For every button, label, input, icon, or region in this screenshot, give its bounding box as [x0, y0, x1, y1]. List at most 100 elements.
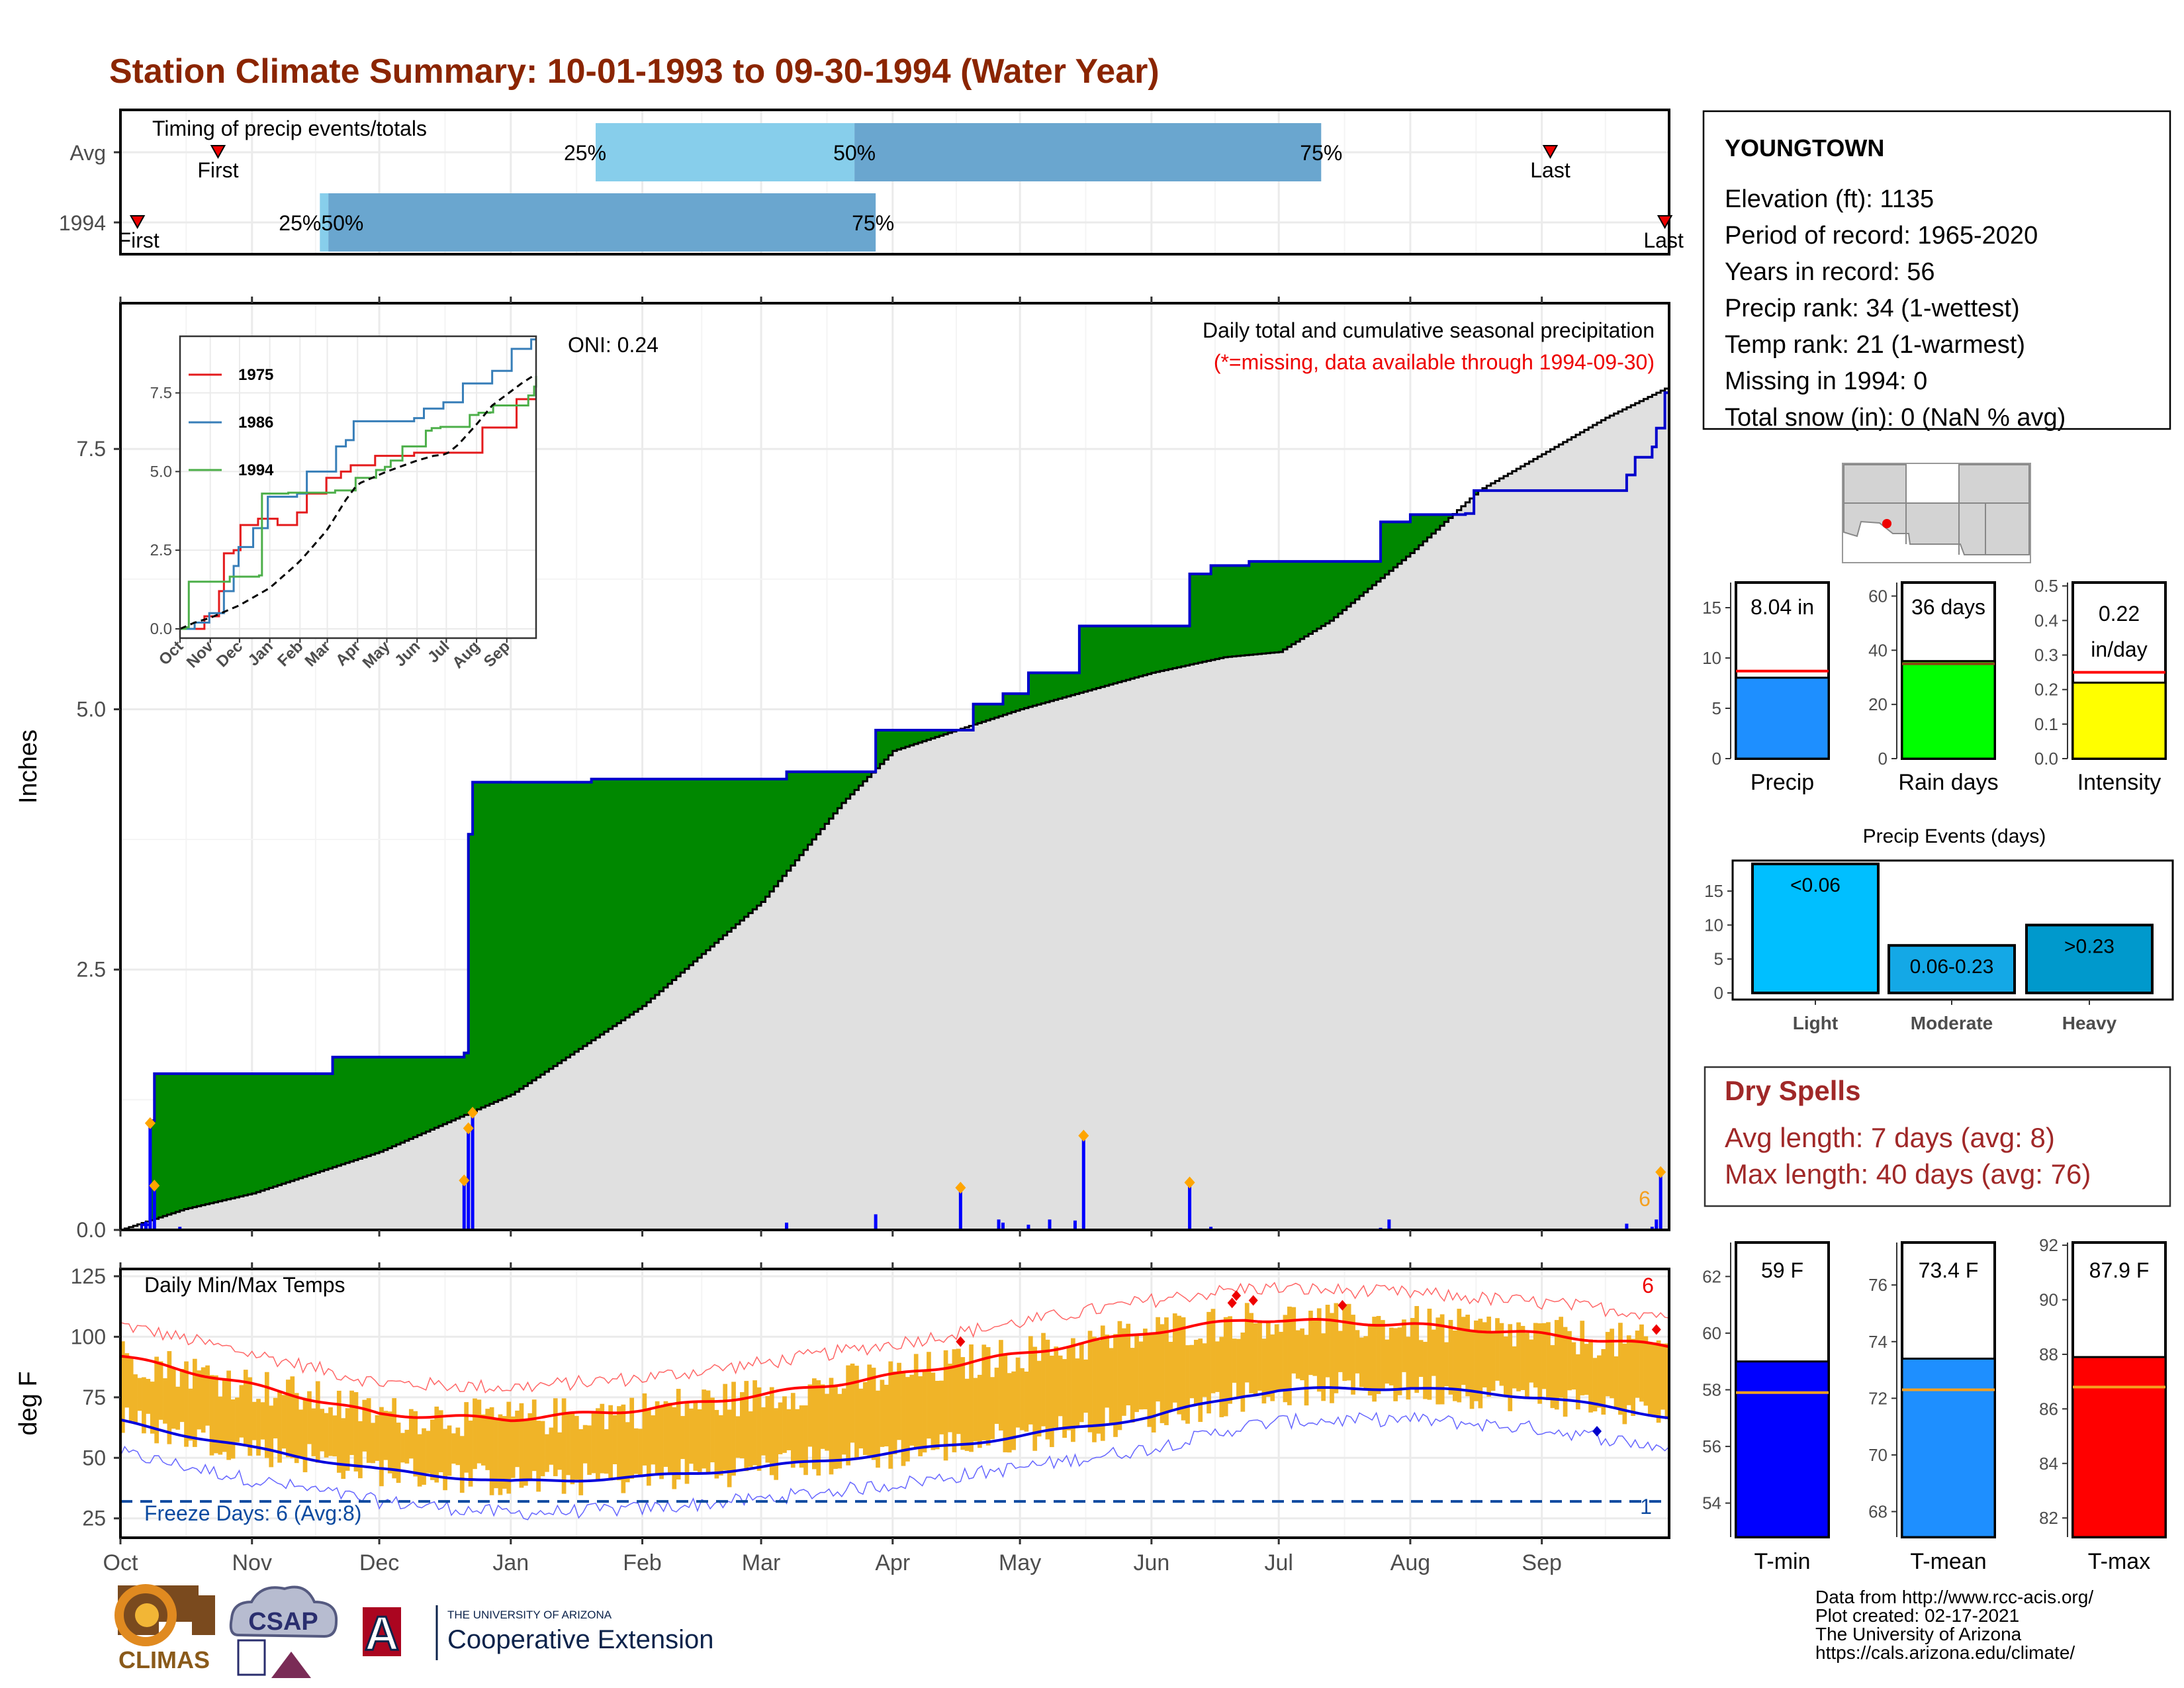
daily-temp-bar — [1160, 1324, 1165, 1423]
tmax-tick-label: 88 — [2039, 1344, 2058, 1364]
daily-temp-bar — [1003, 1355, 1008, 1452]
daily-temp-bar — [646, 1409, 651, 1486]
daily-temp-bar — [464, 1402, 469, 1473]
daily-temp-bar — [1381, 1320, 1385, 1391]
daily-temp-bar — [1334, 1303, 1339, 1393]
daily-temp-bar — [260, 1402, 265, 1440]
daily-temp-bar — [1622, 1343, 1627, 1425]
temp-y-axis: 25 50 75 100 125 — [71, 1264, 120, 1530]
precip-tick-label: 15 — [1702, 598, 1721, 618]
record-low-marker — [1592, 1426, 1602, 1437]
daily-temp-bar — [1223, 1317, 1228, 1417]
daily-temp-bar — [735, 1416, 741, 1458]
daily-temp-bar — [239, 1385, 244, 1438]
daily-precip-bar — [1026, 1225, 1030, 1230]
daily-temp-bar — [723, 1383, 728, 1471]
daily-temp-bar — [1516, 1322, 1521, 1391]
daily-temp-bar — [1121, 1328, 1126, 1416]
tmean-value-text: 73.4 F — [1919, 1258, 1979, 1282]
daily-temp-bar — [214, 1375, 218, 1454]
events-category-label: Moderate — [1911, 1013, 1993, 1033]
daily-temp-bar — [1508, 1324, 1513, 1411]
daily-precip-bar — [462, 1183, 466, 1230]
station-years: Years in record: 56 — [1725, 258, 1935, 286]
tmin-tick-label: 62 — [1702, 1266, 1721, 1286]
daily-precip-bar — [1188, 1185, 1192, 1230]
daily-temp-bar — [1376, 1315, 1381, 1394]
daily-temp-bar — [1215, 1341, 1220, 1392]
daily-temp-bar — [1482, 1322, 1487, 1387]
daily-temp-bar — [1541, 1323, 1547, 1389]
intensity-tick-label: 0.5 — [2034, 576, 2058, 596]
extreme-precip-marker — [459, 1174, 470, 1187]
daily-temp-bar — [1024, 1371, 1029, 1432]
daily-temp-bar — [1168, 1342, 1173, 1411]
daily-precip-bar — [997, 1219, 1001, 1230]
events-y-tick-label: 10 — [1704, 915, 1723, 935]
daily-temp-bar — [531, 1399, 537, 1472]
daily-temp-bar — [1219, 1336, 1224, 1417]
coop-ext-text: Cooperative Extension — [447, 1625, 713, 1654]
daily-temp-bar — [948, 1364, 952, 1432]
daily-temp-bar — [1079, 1342, 1084, 1423]
timing-row-year-label: 1994 — [59, 211, 106, 235]
tmin-tick-label: 58 — [1702, 1380, 1721, 1400]
daily-temp-bar — [574, 1416, 579, 1480]
daily-temp-bar — [163, 1378, 167, 1424]
locator-map — [1842, 463, 2031, 563]
daily-temp-bar — [1359, 1337, 1364, 1387]
tmin-value-text: 59 F — [1761, 1258, 1803, 1282]
daily-temp-bar — [960, 1357, 966, 1450]
daily-temp-bar — [510, 1416, 516, 1478]
avg-first-label: First — [197, 158, 238, 182]
daily-temp-bar — [693, 1401, 698, 1471]
daily-temp-bar — [1465, 1315, 1470, 1397]
daily-temp-bar — [167, 1351, 172, 1444]
temp-y-label: deg F — [15, 1371, 42, 1435]
month-label: Aug — [1390, 1550, 1431, 1575]
daily-temp-bar — [892, 1371, 897, 1454]
csap-cloud-icon — [229, 1585, 338, 1638]
record-high-marker — [1232, 1290, 1242, 1301]
temp-title: Daily Min/Max Temps — [144, 1273, 345, 1297]
daily-temp-bar — [1444, 1342, 1449, 1387]
daily-temp-bar — [956, 1348, 961, 1434]
precip-events-panel: Precip Events (days) 0 5 10 15 <0.06 Light 0.0… — [1704, 825, 2174, 1033]
raindays-summary-bar-chart: 0 20 40 60 36 days Rain days — [1868, 581, 1999, 795]
tmax-summary-bar-chart: 82 84 86 88 90 92 87.9 F T-max — [2039, 1235, 2167, 1574]
dry-spells-max: Max length: 40 days (avg: 76) — [1725, 1158, 2091, 1190]
dry-spells-avg: Avg length: 7 days (avg: 8) — [1725, 1122, 2055, 1153]
daily-temp-bar — [1050, 1355, 1054, 1448]
daily-temp-bar — [1626, 1335, 1631, 1405]
daily-temp-bar — [438, 1410, 443, 1473]
daily-temp-bar — [939, 1380, 944, 1434]
daily-temp-bar — [154, 1356, 159, 1444]
daily-temp-bar — [1410, 1318, 1415, 1389]
extreme-precip-marker — [144, 1117, 156, 1129]
daily-temp-bar — [922, 1371, 927, 1453]
daily-temp-bar — [502, 1416, 507, 1489]
inset-y-tick-label: 2.5 — [150, 541, 172, 559]
daily-temp-bar — [1287, 1306, 1292, 1405]
daily-precip-bar — [1209, 1227, 1213, 1230]
daily-temp-bar — [175, 1386, 181, 1430]
daily-precip-bar — [1081, 1138, 1085, 1230]
inset-series-1986 — [180, 338, 536, 630]
daily-temp-bar — [1631, 1338, 1636, 1416]
daily-temp-bar — [375, 1415, 380, 1461]
intensity-tick-label: 0.1 — [2034, 714, 2058, 734]
daily-temp-bar — [795, 1409, 800, 1464]
daily-temp-bar — [697, 1409, 702, 1472]
daily-temp-bar — [1346, 1303, 1351, 1381]
daily-temp-bar — [570, 1411, 575, 1485]
daily-temp-bar — [1554, 1320, 1559, 1410]
daily-temp-bar — [137, 1378, 142, 1411]
daily-temp-bar — [1210, 1309, 1216, 1393]
daily-temp-bar — [527, 1413, 533, 1479]
daily-precip-bar — [785, 1222, 789, 1230]
daily-temp-bar — [400, 1432, 405, 1463]
daily-temp-bar — [918, 1376, 923, 1456]
daily-precip-bar — [152, 1188, 156, 1230]
